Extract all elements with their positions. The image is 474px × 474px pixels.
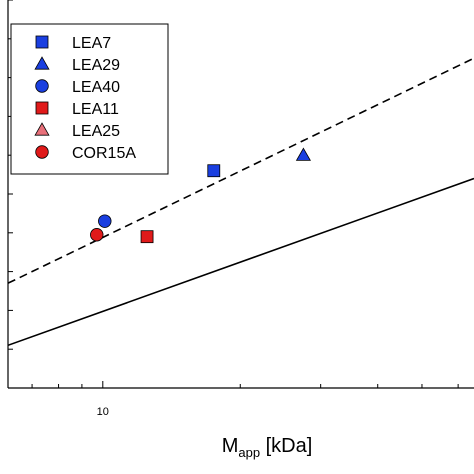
- legend: LEA7 LEA29 LEA40 LEA11 LEA25 COR15A: [10, 23, 169, 175]
- x-axis-title-unit: [kDa]: [260, 435, 312, 457]
- legend-marker-lea29: [34, 56, 50, 70]
- x-axis-title-subscript: app: [238, 445, 260, 460]
- data-point-cor15a: [90, 228, 104, 242]
- legend-label-lea29: LEA29: [72, 57, 120, 74]
- legend-label-lea25: LEA25: [72, 123, 120, 140]
- x-tick-label: 10: [97, 406, 109, 418]
- data-point-lea7: [207, 164, 221, 178]
- x-axis-title: Mapp [kDa]: [222, 435, 313, 460]
- legend-label-lea11: LEA11: [72, 101, 119, 118]
- axes: [7, 0, 474, 389]
- legend-marker-lea25: [34, 122, 50, 136]
- legend-label-lea7: LEA7: [72, 35, 111, 52]
- reference-lines: [8, 57, 474, 347]
- legend-label-cor15a: COR15A: [72, 145, 136, 162]
- legend-marker-lea40: [35, 79, 49, 93]
- legend-marker-lea11: [35, 101, 49, 115]
- dashed-fit-line: [8, 57, 474, 284]
- x-axis-title-main: M: [222, 435, 239, 457]
- legend-marker-lea7: [35, 35, 49, 49]
- x-tick-labels: 10: [97, 406, 109, 418]
- data-points: [90, 147, 312, 244]
- data-point-lea11: [140, 230, 154, 244]
- legend-marker-cor15a: [35, 145, 49, 159]
- data-point-lea40: [98, 214, 112, 228]
- solid-fit-line: [8, 177, 474, 347]
- legend-label-lea40: LEA40: [72, 79, 120, 96]
- data-point-lea29: [295, 147, 312, 161]
